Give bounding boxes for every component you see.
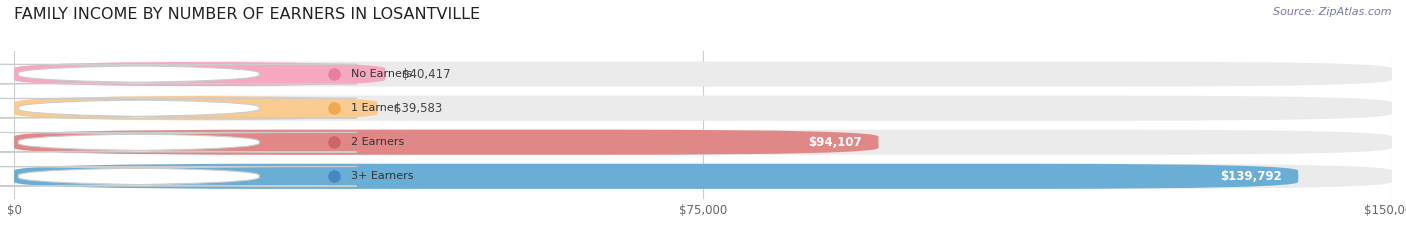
- FancyBboxPatch shape: [14, 164, 1298, 189]
- Text: FAMILY INCOME BY NUMBER OF EARNERS IN LOSANTVILLE: FAMILY INCOME BY NUMBER OF EARNERS IN LO…: [14, 7, 481, 22]
- FancyBboxPatch shape: [0, 64, 357, 84]
- Text: $40,417: $40,417: [402, 68, 450, 80]
- FancyBboxPatch shape: [14, 164, 1392, 189]
- Text: $94,107: $94,107: [808, 136, 862, 149]
- Text: No Earners: No Earners: [350, 69, 412, 79]
- FancyBboxPatch shape: [14, 130, 1392, 155]
- Text: 2 Earners: 2 Earners: [350, 137, 404, 147]
- FancyBboxPatch shape: [0, 98, 357, 118]
- Text: $139,792: $139,792: [1220, 170, 1282, 183]
- FancyBboxPatch shape: [14, 62, 1392, 87]
- FancyBboxPatch shape: [0, 132, 357, 152]
- FancyBboxPatch shape: [0, 167, 357, 186]
- Text: 3+ Earners: 3+ Earners: [350, 171, 413, 181]
- Text: Source: ZipAtlas.com: Source: ZipAtlas.com: [1274, 7, 1392, 17]
- Text: 1 Earner: 1 Earner: [350, 103, 398, 113]
- FancyBboxPatch shape: [14, 96, 378, 121]
- FancyBboxPatch shape: [14, 96, 1392, 121]
- FancyBboxPatch shape: [14, 62, 385, 87]
- FancyBboxPatch shape: [14, 130, 879, 155]
- Text: $39,583: $39,583: [394, 102, 443, 115]
